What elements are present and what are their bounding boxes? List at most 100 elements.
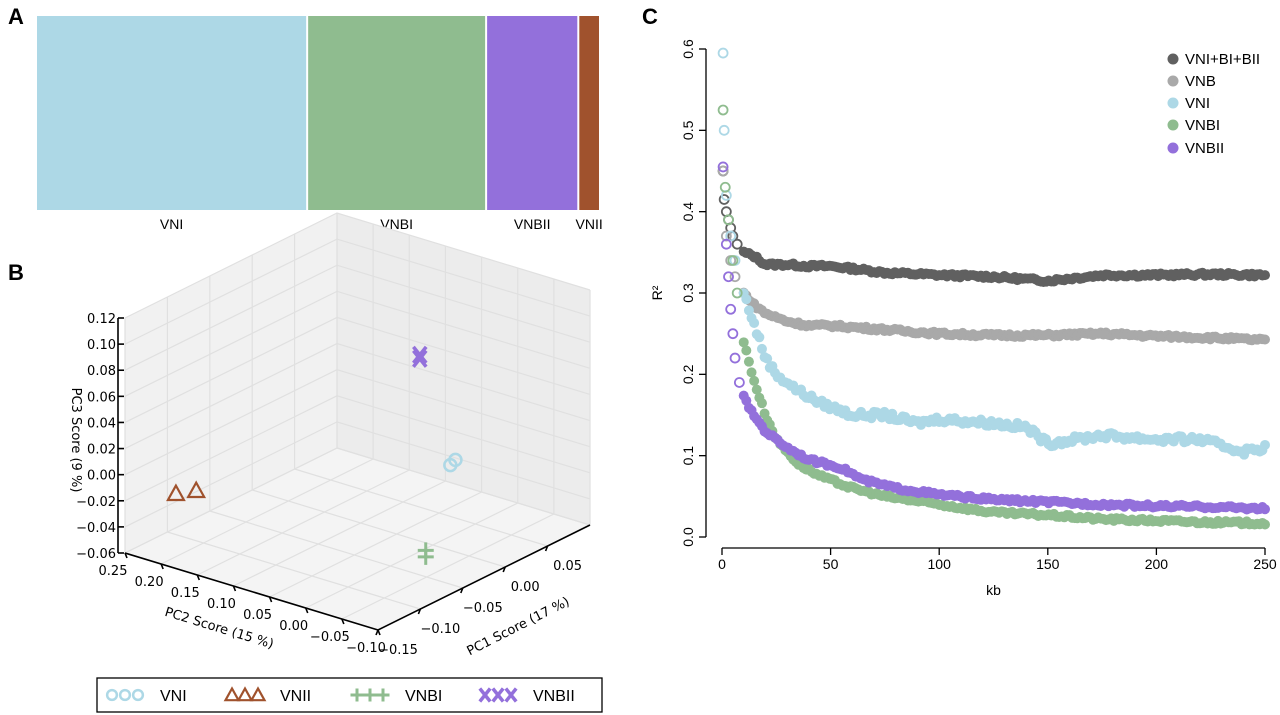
- data-point: [741, 345, 752, 356]
- pc3-tick-label: 0.12: [87, 312, 116, 327]
- data-point-open: [719, 181, 731, 193]
- data-point-open: [731, 287, 743, 299]
- legend-label: VNI: [1185, 95, 1210, 112]
- pc3-tick-label: −0.04: [76, 521, 116, 536]
- data-point-open: [723, 271, 734, 283]
- y-tick-label: 0.0: [680, 527, 696, 547]
- data-point-open: [720, 238, 732, 250]
- pc1-tick-label: −0.15: [378, 643, 418, 658]
- y-tick-label: 0.4: [680, 202, 696, 222]
- floor-pane: [125, 448, 590, 630]
- data-point: [754, 332, 765, 343]
- data-point: [756, 343, 767, 354]
- pc3-tick-label: 0.02: [87, 443, 116, 458]
- data-point: [1260, 439, 1270, 450]
- group-label-vni: VNI: [160, 216, 183, 232]
- data-point-open: [731, 238, 743, 250]
- pc3-tick-label: −0.02: [76, 495, 116, 510]
- x-tick-label: 200: [1145, 556, 1169, 572]
- pc2-tick: [304, 607, 309, 614]
- y-tick-label: 0.5: [680, 120, 696, 140]
- legend-marker-vnii-icon: [236, 686, 254, 702]
- y-tick-label: 0.2: [680, 364, 696, 384]
- x-tick-label: 50: [823, 556, 839, 572]
- pca-point-vnii: [186, 480, 207, 499]
- ancestry-barplot: VNI VNBI VNBII VNII: [37, 16, 603, 232]
- y-tick-label: 0.1: [680, 446, 696, 466]
- legend-marker-vni-bi-bii-icon: [1167, 53, 1179, 65]
- data-point-open: [729, 271, 741, 283]
- pca-point-vni: [448, 452, 463, 468]
- pca-point-vnii: [166, 483, 186, 502]
- pc3-tick-label: 0.00: [87, 469, 116, 484]
- pc3-tick-label: 0.04: [87, 416, 116, 431]
- data-point-open: [727, 255, 739, 266]
- panel-label-a: A: [8, 4, 24, 29]
- legend-marker-vnii-icon: [249, 686, 267, 702]
- pc2-tick-label: 0.15: [171, 586, 200, 601]
- data-point: [746, 367, 757, 378]
- pc1-tick: [375, 629, 379, 636]
- grid-line: [124, 238, 591, 345]
- pc2-tick-label: 0.10: [207, 597, 236, 612]
- legend-marker-vnb-icon: [1167, 75, 1179, 87]
- legend-label-vnbi: VNBI: [405, 688, 442, 705]
- pc2-axis: [124, 552, 379, 631]
- pca-point-vnbi: [417, 542, 434, 559]
- series-vni+bi+bii: [717, 165, 1270, 288]
- data-point: [738, 337, 749, 348]
- series-vnbi: [717, 104, 1270, 530]
- x-axis-label: kb: [986, 582, 1001, 598]
- legend-marker-vni-icon: [118, 688, 132, 702]
- pc1-tick-label: −0.05: [463, 601, 503, 616]
- group-label-vnbi: VNBI: [380, 216, 413, 232]
- legend-box: [96, 677, 603, 713]
- data-point-open: [717, 161, 729, 173]
- y-axis-label: R²: [649, 285, 665, 300]
- grid-line: [124, 342, 591, 450]
- pc2-tick-label: −0.05: [310, 630, 350, 645]
- data-point: [741, 294, 752, 305]
- pc1-tick: [502, 566, 506, 573]
- pc2-tick-label: 0.20: [135, 575, 164, 590]
- ancestry-bar-vnbii: [487, 16, 578, 210]
- legend-marker-vnbii-icon: [478, 687, 492, 703]
- legend-marker-vnbi-icon: [1167, 119, 1179, 131]
- data-point-open: [717, 104, 729, 116]
- legend-label: VNB: [1185, 73, 1216, 90]
- legend-label: VNBII: [1185, 140, 1224, 157]
- grid-line: [124, 264, 591, 371]
- legend-marker-vnbii-icon: [491, 687, 505, 703]
- pc3-tick-label: 0.10: [87, 338, 116, 353]
- panel-label-b: B: [8, 260, 24, 285]
- left-pane: [125, 213, 337, 553]
- legend-label-vni: VNI: [160, 688, 187, 705]
- data-point-open: [727, 328, 739, 340]
- legend-label-vnii: VNII: [280, 688, 311, 705]
- pc2-tick: [196, 574, 201, 581]
- ancestry-bar-vnbi: [308, 16, 486, 210]
- data-point: [743, 305, 754, 316]
- legend-marker-vnbi-icon: [350, 688, 364, 702]
- x-tick-label: 250: [1253, 556, 1277, 572]
- data-point: [1260, 270, 1270, 281]
- pc2-tick: [160, 563, 164, 570]
- ancestry-bar-vni: [37, 16, 307, 210]
- data-point-open: [718, 124, 730, 136]
- data-point: [1260, 519, 1270, 530]
- pc2-tick: [124, 552, 128, 559]
- pc3-tick-label: −0.06: [76, 547, 116, 562]
- pc2-tick-label: 0.25: [99, 564, 128, 579]
- pc2-tick: [268, 596, 273, 603]
- data-point: [749, 317, 760, 328]
- pc3-tick-label: 0.08: [87, 364, 116, 379]
- grid-line: [124, 421, 591, 528]
- data-point: [1260, 334, 1270, 345]
- pc2-tick: [341, 618, 345, 625]
- pc2-tick: [232, 585, 237, 592]
- pc3-axis-label: PC3 Score (9 %): [68, 388, 83, 493]
- pc1-tick-label: 0.05: [553, 559, 582, 574]
- legend-marker-vni-icon: [1167, 97, 1179, 109]
- grid-line: [124, 369, 591, 476]
- data-point: [749, 375, 760, 386]
